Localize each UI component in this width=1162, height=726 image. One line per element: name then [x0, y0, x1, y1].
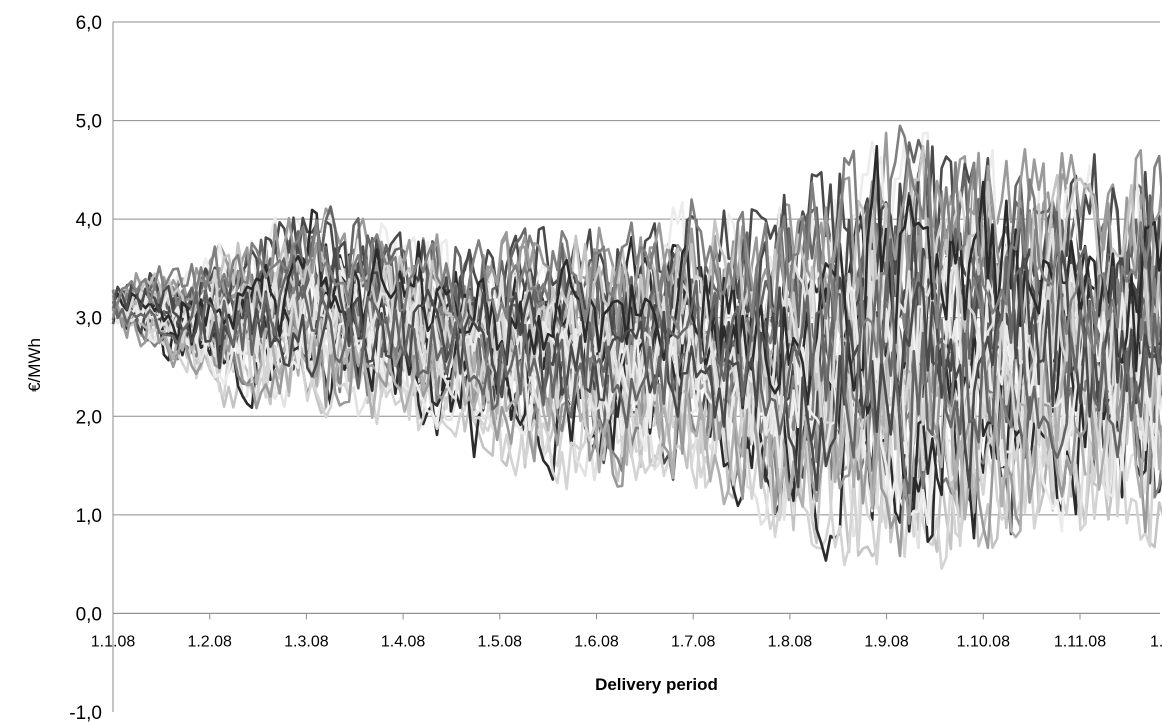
price-path-line [111, 238, 1162, 495]
price-path-line [111, 238, 1162, 492]
x-tick-label: 1.12.08 [1150, 633, 1162, 650]
x-tick-label: 1.8.08 [768, 633, 813, 650]
x-tick-labels: 1.1.08 1.2.08 1.3.08 1.4.08 1.5.08 1.6.08 1.7.… [91, 633, 1162, 650]
x-tick-label: 1.4.08 [381, 633, 426, 650]
price-path-series [111, 124, 1162, 571]
y-tick-label: -1,0 [69, 703, 102, 724]
x-axis-label: Delivery period [595, 675, 718, 694]
y-tick-label: 1,0 [76, 506, 102, 527]
x-tick-label: 1.1.08 [91, 633, 136, 650]
price-path-line [111, 124, 1162, 359]
x-tick-label: 1.6.08 [574, 633, 619, 650]
y-axis-label: €/MWh [25, 338, 44, 392]
y-tick-labels: 6,0 5,0 4,0 3,0 2,0 1,0 0,0 -1,0 [69, 13, 102, 724]
axes [112, 22, 1160, 712]
x-tick-label: 1.2.08 [187, 633, 232, 650]
x-tick-label: 1.5.08 [478, 633, 523, 650]
x-tick-label: 1.11.08 [1054, 633, 1106, 650]
price-path-line [111, 144, 1162, 397]
y-tick-label: 0,0 [76, 604, 102, 625]
y-tick-label: 5,0 [76, 112, 102, 133]
x-tick-label: 1.9.08 [864, 633, 909, 650]
y-tick-label: 2,0 [76, 407, 102, 428]
price-path-line [112, 297, 1162, 567]
y-tick-label: 4,0 [76, 210, 102, 231]
x-tick-label: 1.7.08 [671, 633, 716, 650]
y-tick-label: 3,0 [76, 309, 102, 330]
x-tick-label: 1.3.08 [284, 633, 329, 650]
x-tick-label: 1.10.08 [957, 633, 1010, 650]
y-tick-label: 6,0 [76, 13, 102, 34]
